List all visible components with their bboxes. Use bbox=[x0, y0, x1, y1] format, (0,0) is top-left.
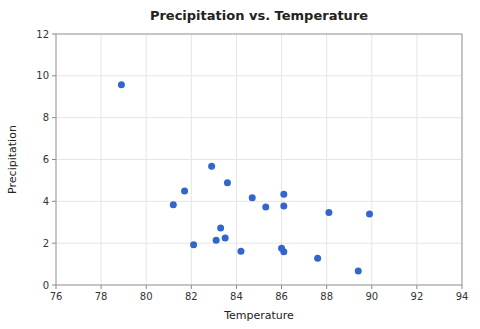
point bbox=[249, 194, 256, 201]
chart: 76 78 80 82 84 86 88 90 92 94 0 2 4 6 8 10 12 Precipitati… bbox=[0, 0, 480, 329]
y-tick-label: 0 bbox=[43, 280, 49, 291]
y-grid-line bbox=[56, 201, 462, 202]
x-axis-label: Temperature bbox=[223, 309, 294, 322]
point bbox=[170, 201, 177, 208]
point bbox=[217, 224, 224, 231]
y-tick-label: 2 bbox=[43, 238, 49, 249]
y-grid-line bbox=[56, 243, 462, 244]
point bbox=[262, 203, 269, 210]
x-tick-label: 76 bbox=[50, 291, 63, 302]
point bbox=[118, 81, 125, 88]
x-tick-label: 84 bbox=[230, 291, 243, 302]
x-tick bbox=[371, 285, 372, 289]
point bbox=[280, 191, 287, 198]
x-tick bbox=[416, 285, 417, 289]
x-tick-label: 92 bbox=[411, 291, 424, 302]
x-tick bbox=[281, 285, 282, 289]
x-tick-label: 94 bbox=[456, 291, 469, 302]
y-tick bbox=[52, 243, 56, 244]
point bbox=[222, 234, 229, 241]
point bbox=[280, 248, 287, 255]
x-tick bbox=[56, 285, 57, 289]
points bbox=[118, 81, 373, 274]
x-tick-label: 78 bbox=[95, 291, 108, 302]
y-tick-label: 6 bbox=[43, 154, 49, 165]
y-axis-label: Precipitation bbox=[6, 125, 19, 194]
point bbox=[208, 163, 215, 170]
point bbox=[224, 179, 231, 186]
x-tick-label: 80 bbox=[140, 291, 153, 302]
y-tick bbox=[52, 201, 56, 202]
y-tick-label: 4 bbox=[43, 196, 49, 207]
point bbox=[237, 248, 244, 255]
y-tick bbox=[52, 34, 56, 35]
y-tick-label: 10 bbox=[36, 70, 49, 81]
x-tick-label: 88 bbox=[320, 291, 333, 302]
x-tick-label: 90 bbox=[365, 291, 378, 302]
y-tick bbox=[52, 75, 56, 76]
x-tick bbox=[326, 285, 327, 289]
x-tick bbox=[146, 285, 147, 289]
point bbox=[325, 209, 332, 216]
point bbox=[181, 188, 188, 195]
y-grid-line bbox=[56, 159, 462, 160]
y-tick-label: 12 bbox=[36, 29, 49, 40]
y-tick bbox=[52, 159, 56, 160]
x-tick bbox=[191, 285, 192, 289]
x-tick bbox=[236, 285, 237, 289]
x-tick bbox=[462, 285, 463, 289]
x-tick-label: 86 bbox=[275, 291, 288, 302]
y-tick-label: 8 bbox=[43, 112, 49, 123]
ticks: 76 78 80 82 84 86 88 90 92 94 0 2 4 6 8 10 12 bbox=[36, 29, 468, 303]
y-grid-line bbox=[56, 75, 462, 76]
point bbox=[213, 237, 220, 244]
x-tick-label: 82 bbox=[185, 291, 198, 302]
point bbox=[280, 202, 287, 209]
grid bbox=[56, 34, 462, 285]
x-tick bbox=[101, 285, 102, 289]
y-tick bbox=[52, 117, 56, 118]
plot-frame bbox=[56, 34, 462, 285]
point bbox=[366, 211, 373, 218]
y-grid-line bbox=[56, 117, 462, 118]
title: Precipitation vs. Temperature bbox=[150, 8, 368, 23]
point bbox=[190, 241, 197, 248]
chart-container: 76 78 80 82 84 86 88 90 92 94 0 2 4 6 8 10 12 Precipitati… bbox=[0, 0, 480, 329]
plot-background bbox=[56, 34, 462, 285]
y-tick bbox=[52, 285, 56, 286]
point bbox=[314, 255, 321, 262]
point bbox=[355, 267, 362, 274]
